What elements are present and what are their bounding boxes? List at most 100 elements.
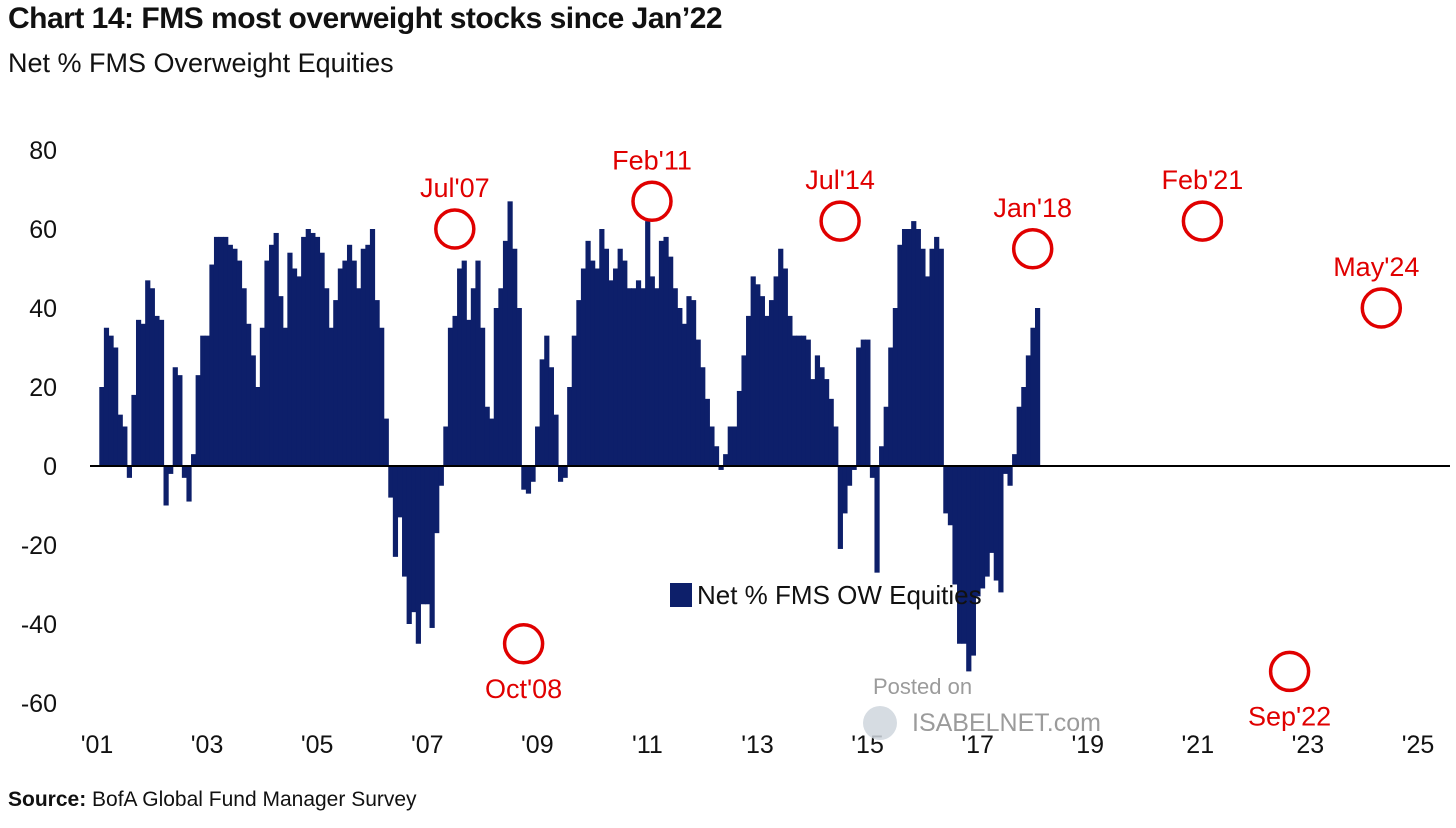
bar bbox=[424, 466, 431, 605]
bar bbox=[535, 426, 541, 466]
bar bbox=[287, 252, 293, 466]
bar bbox=[374, 300, 380, 466]
bar bbox=[938, 248, 944, 466]
bar bbox=[613, 268, 619, 466]
bar bbox=[869, 466, 876, 478]
bar bbox=[250, 355, 256, 466]
bar bbox=[704, 398, 710, 466]
annotation-circle bbox=[1360, 287, 1403, 329]
y-axis-ticks: 80 60 40 20 0 -20 -40 -60 bbox=[21, 137, 57, 718]
bar bbox=[365, 244, 371, 466]
bar bbox=[259, 327, 266, 466]
bar bbox=[195, 375, 201, 466]
bar bbox=[420, 466, 426, 605]
bar bbox=[314, 236, 321, 466]
bar bbox=[874, 466, 880, 573]
bar bbox=[901, 229, 908, 466]
x-tick-label: '25 bbox=[1402, 731, 1435, 759]
bar bbox=[291, 268, 298, 466]
x-tick-label: '05 bbox=[301, 731, 334, 759]
bar bbox=[860, 339, 866, 466]
bar bbox=[351, 260, 357, 466]
annotation-circle bbox=[1268, 650, 1311, 693]
bar bbox=[241, 288, 247, 466]
bar bbox=[429, 466, 435, 628]
bar bbox=[273, 232, 279, 466]
bar bbox=[269, 244, 275, 466]
y-tick-label: 60 bbox=[29, 216, 57, 244]
x-tick-label: '03 bbox=[191, 731, 224, 759]
bar bbox=[149, 288, 155, 466]
legend: Net % FMS OW Equities bbox=[670, 580, 982, 610]
bar bbox=[324, 288, 330, 466]
bar bbox=[539, 359, 545, 466]
bar bbox=[223, 236, 229, 466]
bar bbox=[571, 335, 577, 466]
bar bbox=[135, 319, 142, 466]
bar bbox=[406, 466, 412, 624]
watermark-line2: ISABELNET.com bbox=[912, 709, 1101, 737]
bar-series bbox=[99, 201, 1041, 672]
bar bbox=[493, 308, 499, 466]
bar bbox=[979, 466, 986, 589]
bar bbox=[392, 466, 399, 557]
bar bbox=[461, 260, 467, 466]
bar bbox=[768, 300, 775, 466]
bar bbox=[145, 280, 151, 466]
bar bbox=[759, 296, 765, 466]
bar bbox=[645, 221, 651, 466]
annotation-circle bbox=[1181, 200, 1224, 242]
bar bbox=[626, 288, 632, 466]
x-tick-label: '17 bbox=[961, 731, 994, 759]
bar bbox=[833, 426, 839, 466]
bar bbox=[553, 414, 559, 466]
y-tick-label: -20 bbox=[21, 532, 57, 560]
bar bbox=[837, 466, 843, 549]
annotation-circle bbox=[1011, 228, 1054, 270]
annotation-label: Jul'07 bbox=[420, 173, 490, 203]
bar bbox=[801, 335, 807, 466]
bar bbox=[814, 355, 821, 466]
annotation-circle bbox=[631, 180, 673, 223]
bar bbox=[663, 236, 669, 466]
bar bbox=[970, 466, 976, 656]
bar bbox=[360, 248, 366, 466]
annotation-label: Feb'11 bbox=[612, 145, 692, 175]
bar bbox=[755, 284, 761, 466]
annotation-label: Sep'22 bbox=[1248, 701, 1331, 731]
bar bbox=[122, 426, 128, 466]
y-tick-label: -60 bbox=[21, 690, 57, 718]
bar bbox=[168, 466, 174, 474]
bar bbox=[388, 466, 394, 498]
bar bbox=[227, 244, 233, 466]
annotation-circle bbox=[819, 200, 861, 242]
bar bbox=[255, 387, 261, 466]
bar bbox=[544, 335, 550, 466]
bar bbox=[723, 454, 729, 466]
x-tick-label: '01 bbox=[81, 731, 114, 759]
bar bbox=[502, 240, 509, 466]
bar bbox=[131, 394, 137, 466]
bar bbox=[819, 367, 825, 466]
bar bbox=[668, 256, 674, 466]
x-tick-label: '19 bbox=[1071, 731, 1104, 759]
bar bbox=[998, 466, 1004, 593]
bar bbox=[383, 418, 389, 466]
bar bbox=[883, 406, 889, 466]
bar bbox=[99, 387, 105, 466]
bar bbox=[319, 252, 325, 466]
bar bbox=[892, 308, 898, 466]
bar bbox=[934, 236, 940, 466]
bar bbox=[993, 466, 999, 581]
bar bbox=[631, 288, 637, 466]
bar bbox=[746, 315, 752, 466]
bar bbox=[452, 315, 458, 466]
bar bbox=[856, 347, 862, 466]
bar bbox=[672, 288, 678, 466]
bar bbox=[1035, 308, 1041, 466]
bar bbox=[713, 446, 720, 466]
bar bbox=[590, 260, 596, 466]
watermark: Posted on ISABELNET.com bbox=[863, 674, 1101, 740]
annotation-label: May'24 bbox=[1333, 252, 1419, 282]
bar bbox=[512, 248, 518, 466]
